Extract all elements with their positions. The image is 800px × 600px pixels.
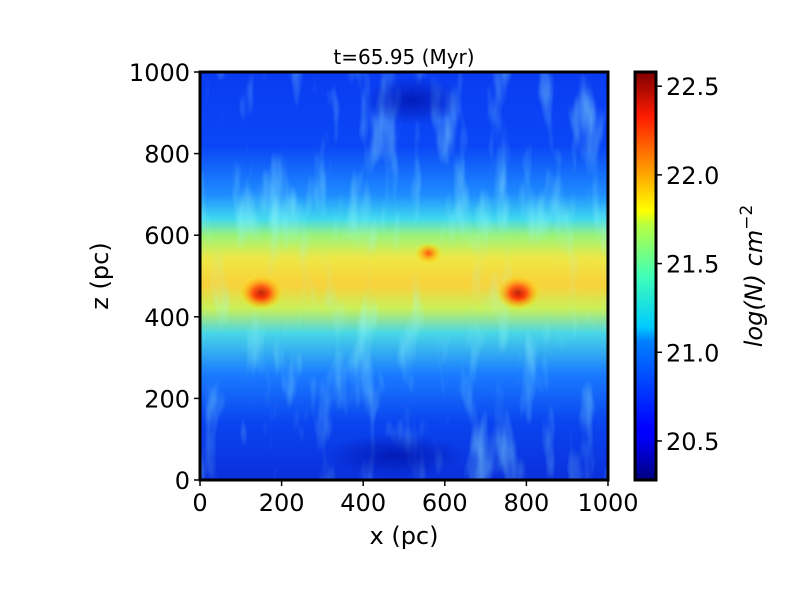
disk-midplane-band [200, 251, 608, 293]
y-tick-label: 400 [144, 304, 190, 332]
y-tick-label: 1000 [129, 59, 190, 87]
heatmap-image [200, 72, 608, 480]
colorbar-tick-label: 21.5 [666, 251, 719, 279]
y-tick-label: 600 [144, 222, 190, 250]
x-tick-label: 800 [503, 489, 549, 517]
x-tick-label: 400 [340, 489, 386, 517]
colorbar-tick-label: 20.5 [666, 428, 719, 456]
colorbar-axis: 20.5 21.0 21.5 22.0 22.5 [656, 73, 719, 456]
x-axis-label: x (pc) [370, 522, 439, 550]
y-tick-label: 800 [144, 141, 190, 169]
colorbar-tick-label: 22.5 [666, 73, 719, 101]
x-axis: 0 200 400 600 800 1000 [192, 480, 639, 517]
colorbar-tick-label: 21.0 [666, 339, 719, 367]
x-tick-label: 1000 [577, 489, 638, 517]
colorbar-tick-label: 22.0 [666, 162, 719, 190]
low-density-void [326, 433, 466, 478]
colorbar [633, 70, 658, 482]
colorbar-label-text: log(N) cm [740, 230, 768, 347]
chart-title: t=65.95 (Myr) [333, 45, 474, 69]
x-tick-label: 600 [422, 489, 468, 517]
y-axis: 0 200 400 600 800 1000 [129, 59, 200, 495]
y-axis-label: z (pc) [86, 242, 114, 309]
y-tick-label: 200 [144, 385, 190, 413]
plot-frame [198, 70, 610, 482]
density-features [200, 76, 608, 478]
colorbar-label: log(N) cm−2 [737, 205, 768, 348]
x-tick-label: 0 [192, 489, 207, 517]
colorbar-label-exponent: −2 [737, 205, 757, 230]
x-tick-label: 200 [259, 489, 305, 517]
y-tick-label: 0 [175, 467, 190, 495]
low-density-void [363, 76, 462, 126]
